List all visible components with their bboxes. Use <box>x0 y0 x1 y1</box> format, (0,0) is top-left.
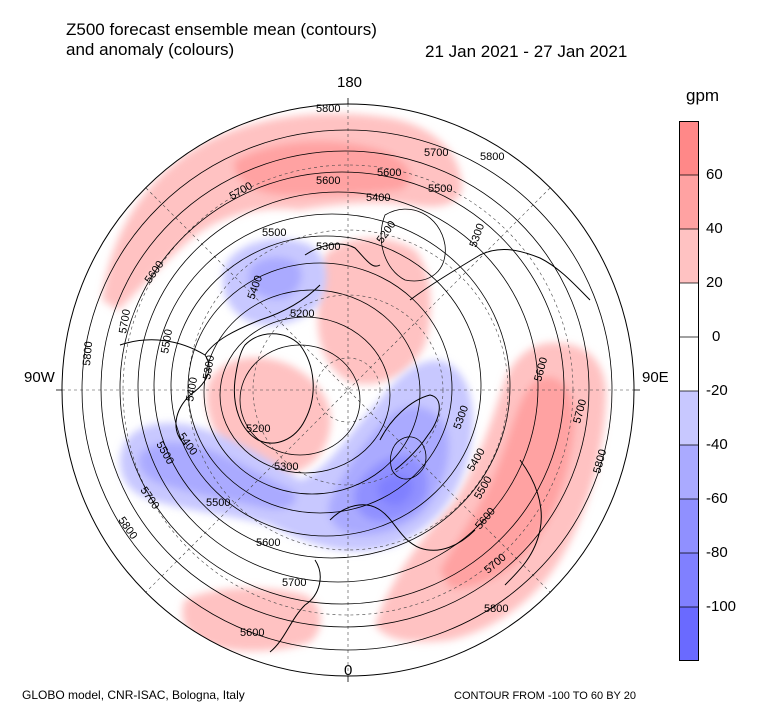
colorbar-bin <box>679 553 699 607</box>
contour-label: 5800 <box>484 603 508 615</box>
contour-note: CONTOUR FROM -100 TO 60 BY 20 <box>454 690 636 702</box>
forecast-map-figure: Z500 forecast ensemble mean (contours) a… <box>0 0 760 720</box>
contour-label: 5300 <box>468 222 488 249</box>
contour-label: 5300 <box>274 461 298 473</box>
colorbar-unit: gpm <box>686 86 719 106</box>
colorbar-tick-label: -100 <box>706 598 736 615</box>
colorbar-bin <box>679 283 699 337</box>
contour-label: 5700 <box>424 147 448 159</box>
colorbar-bin <box>679 391 699 445</box>
longitude-label-90e: 90E <box>642 369 669 386</box>
anomaly-arctic-positive <box>317 238 430 384</box>
colorbar-bin <box>679 175 699 229</box>
contour-label: 5800 <box>81 341 95 366</box>
contour-label: 5700 <box>117 308 133 334</box>
colorbar-bin <box>679 229 699 283</box>
contour-label: 5800 <box>116 515 140 542</box>
contour-label: 5400 <box>184 376 200 402</box>
contour-label: 5600 <box>240 627 264 639</box>
colorbar-tick-label: -60 <box>706 490 728 507</box>
contour-label: 5700 <box>282 577 306 589</box>
longitude-label-180: 180 <box>337 74 362 91</box>
colorbar-bin <box>679 445 699 499</box>
colorbar-tick-label: -20 <box>706 382 728 399</box>
colorbar <box>679 121 699 661</box>
contour-label: 5300 <box>316 241 340 253</box>
contour-label: 5500 <box>428 183 452 195</box>
colorbar-bin <box>679 499 699 553</box>
anomaly-atlantic-positive <box>182 588 320 651</box>
colorbar-tick-label: -80 <box>706 544 728 561</box>
contour-label: 5200 <box>246 423 270 435</box>
colorbar-tick-label: -40 <box>706 436 728 453</box>
colorbar-tick-label: 0 <box>712 328 720 345</box>
model-credit: GLOBO model, CNR-ISAC, Bologna, Italy <box>22 688 245 702</box>
contour-label: 5500 <box>159 328 175 354</box>
contour-label: 5500 <box>262 227 286 239</box>
positive-anomaly-shading <box>102 114 606 652</box>
colorbar-bin <box>679 121 699 175</box>
contour-label: 5200 <box>290 308 314 320</box>
contour-label: 5400 <box>366 192 390 204</box>
contour-label: 5600 <box>256 537 280 549</box>
longitude-label-0: 0 <box>344 662 352 679</box>
contour-label: 5600 <box>377 167 401 179</box>
contour-label: 5600 <box>316 175 340 187</box>
polar-map: 5800 5700 5600 5500 5400 5300 5200 5800 … <box>0 0 760 720</box>
contour-label: 5500 <box>206 497 230 509</box>
colorbar-tick-label: 40 <box>706 220 723 237</box>
longitude-label-90w: 90W <box>24 369 55 386</box>
graticule <box>62 104 634 676</box>
colorbar-tick-label: 20 <box>706 274 723 291</box>
colorbar-bin <box>679 337 699 391</box>
contour-label: 5800 <box>480 151 504 163</box>
colorbar-bin <box>679 607 699 661</box>
colorbar-tick-label: 60 <box>706 166 723 183</box>
